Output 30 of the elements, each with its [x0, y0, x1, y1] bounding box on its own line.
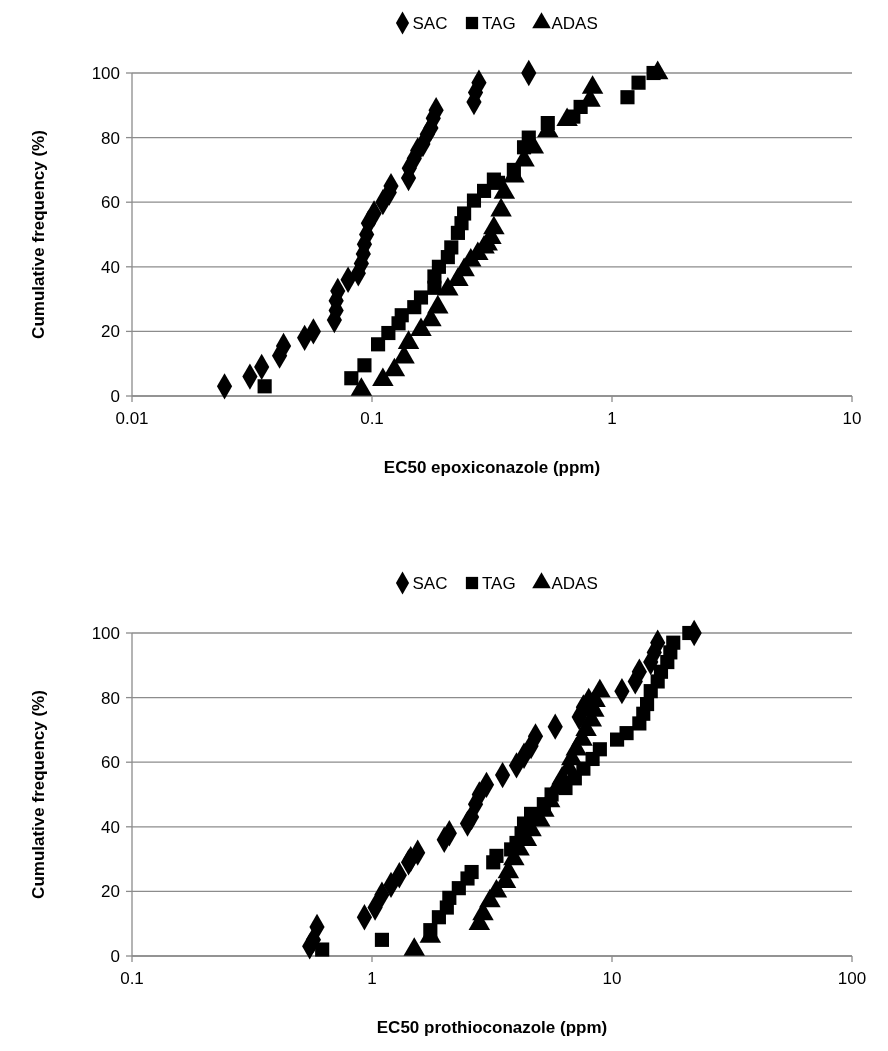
x-axis-title: EC50 epoxiconazole (ppm): [383, 458, 601, 477]
y-tick-label: 40: [101, 817, 120, 837]
y-tick-label: 0: [110, 387, 120, 406]
x-tick-label: 10: [842, 409, 862, 428]
x-tick-label: 100: [837, 969, 867, 988]
legend-label: TAG: [482, 14, 516, 33]
x-axis-title: EC50 prothioconazole (ppm): [376, 1018, 608, 1037]
y-tick-label: 100: [91, 624, 120, 643]
y-tick-label: 100: [91, 64, 120, 83]
y-tick-label: 20: [101, 322, 120, 342]
legend-label: TAG: [482, 574, 516, 593]
y-tick-label: 80: [101, 128, 120, 148]
y-tick-label: 60: [101, 193, 120, 213]
x-tick-label: 0.1: [360, 409, 384, 428]
x-tick-label: 1: [367, 969, 377, 988]
legend-label: SAC: [412, 14, 448, 33]
y-tick-label: 60: [101, 753, 120, 773]
x-tick-label: 10: [602, 969, 622, 988]
y-tick-label: 0: [110, 947, 120, 966]
y-axis-title: Cumulative frequency (%): [29, 690, 48, 899]
y-tick-label: 80: [101, 688, 120, 708]
x-tick-label: 0.1: [120, 969, 144, 988]
y-tick-label: 20: [101, 882, 120, 902]
y-tick-label: 40: [101, 257, 120, 277]
x-tick-label: 0.01: [115, 409, 149, 428]
legend-label: ADAS: [551, 14, 598, 33]
x-tick-label: 1: [607, 409, 617, 428]
legend-label: SAC: [412, 574, 448, 593]
legend-label: ADAS: [551, 574, 598, 593]
y-axis-title: Cumulative frequency (%): [29, 130, 48, 339]
